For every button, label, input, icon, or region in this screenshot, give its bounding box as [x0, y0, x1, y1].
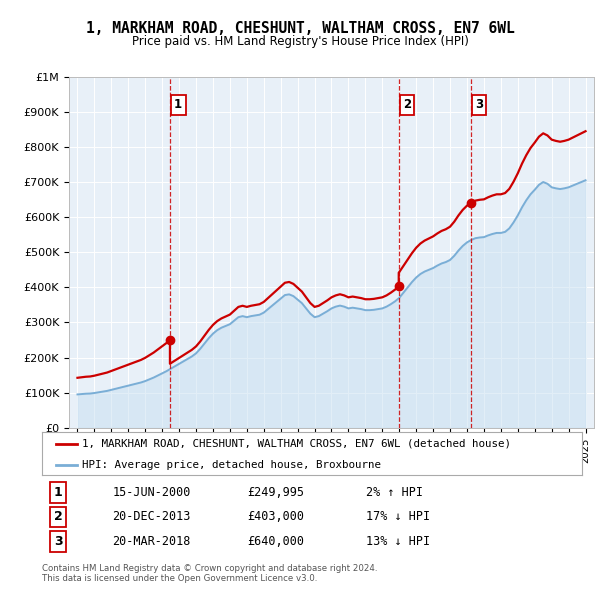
- Text: 3: 3: [475, 99, 483, 112]
- Text: 15-JUN-2000: 15-JUN-2000: [112, 486, 191, 499]
- Text: 2: 2: [54, 510, 62, 523]
- Text: Contains HM Land Registry data © Crown copyright and database right 2024.
This d: Contains HM Land Registry data © Crown c…: [42, 564, 377, 583]
- Text: £640,000: £640,000: [247, 535, 304, 548]
- Text: 20-DEC-2013: 20-DEC-2013: [112, 510, 191, 523]
- Text: 1: 1: [54, 486, 62, 499]
- Text: HPI: Average price, detached house, Broxbourne: HPI: Average price, detached house, Brox…: [83, 460, 382, 470]
- Text: 1: 1: [174, 99, 182, 112]
- Text: 1, MARKHAM ROAD, CHESHUNT, WALTHAM CROSS, EN7 6WL: 1, MARKHAM ROAD, CHESHUNT, WALTHAM CROSS…: [86, 21, 514, 36]
- Text: 17% ↓ HPI: 17% ↓ HPI: [366, 510, 430, 523]
- Text: £249,995: £249,995: [247, 486, 304, 499]
- Text: 3: 3: [54, 535, 62, 548]
- Text: 2% ↑ HPI: 2% ↑ HPI: [366, 486, 423, 499]
- Text: 13% ↓ HPI: 13% ↓ HPI: [366, 535, 430, 548]
- Text: 20-MAR-2018: 20-MAR-2018: [112, 535, 191, 548]
- Text: £403,000: £403,000: [247, 510, 304, 523]
- Text: 1, MARKHAM ROAD, CHESHUNT, WALTHAM CROSS, EN7 6WL (detached house): 1, MARKHAM ROAD, CHESHUNT, WALTHAM CROSS…: [83, 438, 511, 448]
- Text: 2: 2: [403, 99, 411, 112]
- Text: Price paid vs. HM Land Registry's House Price Index (HPI): Price paid vs. HM Land Registry's House …: [131, 35, 469, 48]
